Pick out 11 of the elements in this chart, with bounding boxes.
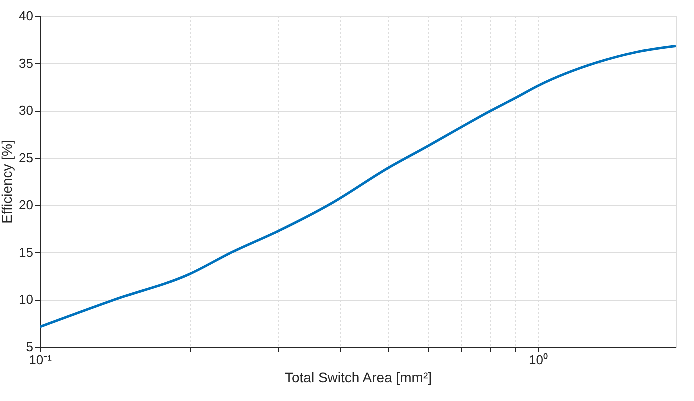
y-tick-label: 10	[19, 292, 34, 308]
y-tick-label: 40	[19, 8, 34, 24]
y-tick-label: 5	[26, 340, 34, 354]
y-tick-label: 35	[19, 56, 34, 71]
y-axis-title: Efficiency [%]	[0, 140, 16, 224]
x-tick-label: 10⁰	[529, 352, 548, 368]
x-tick-label: 10⁻¹	[29, 352, 53, 368]
y-tick-label: 30	[19, 103, 34, 118]
y-tick-label: 25	[19, 150, 34, 166]
y-tick-label: 20	[19, 198, 34, 213]
y-tick-label: 15	[19, 244, 34, 260]
